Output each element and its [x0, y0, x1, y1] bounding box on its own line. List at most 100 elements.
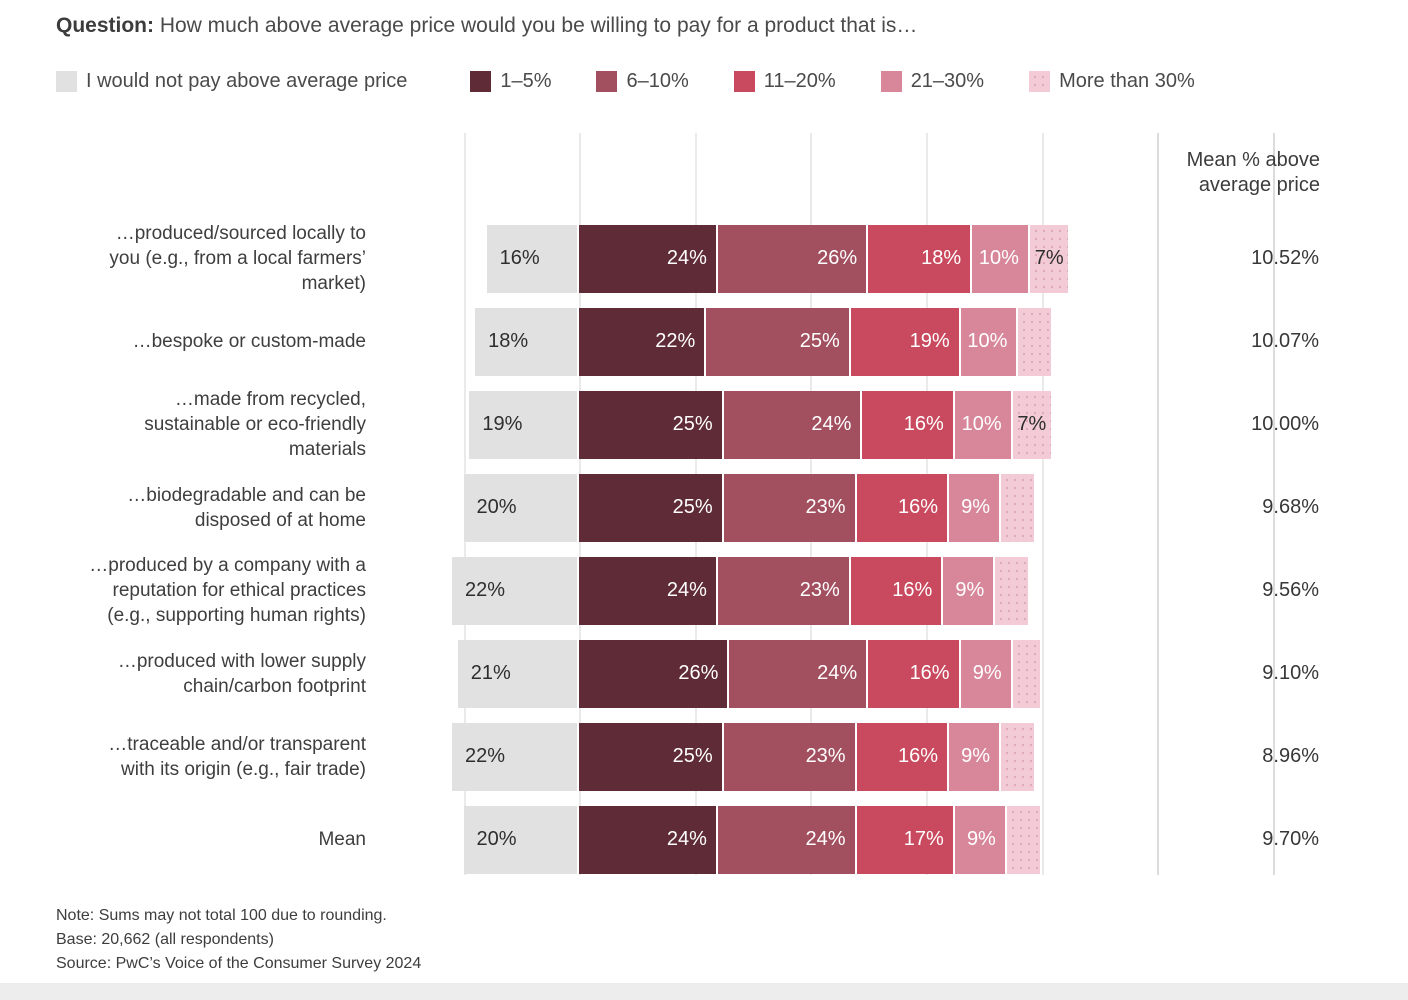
- bar: 19% 25% 24% 16% 10% 7%: [452, 390, 1157, 459]
- segment-value-label: 18%: [488, 330, 529, 352]
- segment-value-label: 20%: [476, 496, 517, 518]
- legend-item-21-30: 21–30%: [880, 70, 985, 93]
- row-label: …bespoke or custom-made: [132, 331, 366, 352]
- segment-value-label: 18%: [921, 247, 962, 269]
- segment-no-pay: 19%: [469, 390, 578, 459]
- legend-label-no-pay: I would not pay above average price: [86, 70, 408, 92]
- question-prefix: Question:: [56, 14, 154, 37]
- segment-value-label: 9%: [972, 662, 1002, 684]
- segment-11-20: 17%: [856, 805, 953, 874]
- gridline-100: [1157, 133, 1160, 875]
- legend-label-11-20: 11–20%: [763, 70, 836, 92]
- segment-21-30: 9%: [949, 473, 1000, 542]
- segment-value-label: 24%: [666, 579, 707, 601]
- segment-value-label: 16%: [499, 247, 540, 269]
- segment-value-label: 25%: [672, 745, 713, 767]
- segment-no-pay: 22%: [452, 556, 578, 625]
- segment-value-label: 7%: [1017, 413, 1047, 435]
- segment-value-label: 16%: [909, 662, 950, 684]
- segment-6-10: 24%: [723, 390, 861, 459]
- legend-label-1-5: 1–5%: [500, 70, 552, 92]
- segment-no-pay: 18%: [475, 307, 578, 376]
- segment-value-label: 23%: [805, 745, 846, 767]
- mean-value: 9.56%: [1262, 579, 1319, 601]
- segment-over-30: 7%: [1012, 390, 1052, 459]
- segment-value-label: 24%: [666, 247, 707, 269]
- bar: 20% 24% 24% 17% 9%: [452, 805, 1157, 874]
- segment-1-5: 25%: [579, 473, 722, 542]
- segment-1-5: 24%: [579, 224, 716, 293]
- legend-item-over-30: More than 30%: [1029, 70, 1195, 93]
- segment-value-label: 21%: [470, 662, 511, 684]
- table-row: Mean 20% 24% 24% 17% 9% 9.70%: [56, 798, 1352, 881]
- segment-value-label: 26%: [678, 662, 719, 684]
- legend-item-6-10: 6–10%: [596, 70, 689, 93]
- segment-value-label: 24%: [805, 828, 846, 850]
- table-row: …produced/sourced locally to you (e.g., …: [56, 217, 1352, 300]
- segment-over-30: 7%: [1029, 224, 1069, 293]
- segment-value-label: 25%: [672, 496, 713, 518]
- segment-1-5: 22%: [579, 307, 705, 376]
- table-row: …made from recycled, sustainable or eco-…: [56, 383, 1352, 466]
- mean-value: 10.00%: [1251, 413, 1319, 435]
- page-bottom-edge: [0, 983, 1408, 1000]
- mean-value: 9.70%: [1262, 828, 1319, 850]
- bar: 22% 24% 23% 16% 9%: [452, 556, 1157, 625]
- question-text: How much above average price would you b…: [154, 14, 918, 37]
- segment-6-10: 23%: [723, 722, 855, 791]
- bar: 16% 24% 26% 18% 10% 7%: [452, 224, 1157, 293]
- mean-value: 10.52%: [1251, 247, 1319, 269]
- segment-6-10: 23%: [717, 556, 849, 625]
- segment-value-label: 17%: [903, 828, 944, 850]
- row-label: …biodegradable and can be disposed of at…: [127, 484, 366, 531]
- segment-value-label: 10%: [961, 413, 1002, 435]
- segment-11-20: 16%: [850, 556, 942, 625]
- row-label: …produced by a company with a reputation…: [89, 555, 366, 626]
- segment-21-30: 10%: [972, 224, 1028, 293]
- segment-6-10: 26%: [717, 224, 867, 293]
- segment-value-label: 25%: [672, 413, 713, 435]
- segment-value-label: 22%: [465, 579, 506, 601]
- segment-over-30: [1018, 307, 1052, 376]
- bar-offset-spacer: [452, 308, 475, 376]
- segment-over-30: [1006, 805, 1040, 874]
- segment-value-label: 23%: [799, 579, 840, 601]
- segment-21-30: 10%: [954, 390, 1011, 459]
- segment-no-pay: 20%: [463, 473, 578, 542]
- bar: 22% 25% 23% 16% 9%: [452, 722, 1157, 791]
- row-label: …produced/sourced locally to you (e.g., …: [109, 223, 366, 294]
- table-row: …traceable and/or transparent with its o…: [56, 715, 1352, 798]
- legend-item-1-5: 1–5%: [470, 70, 551, 93]
- segment-1-5: 25%: [579, 722, 722, 791]
- segment-6-10: 24%: [717, 805, 855, 874]
- segment-value-label: 9%: [961, 496, 991, 518]
- segment-value-label: 26%: [817, 247, 858, 269]
- row-label: …traceable and/or transparent with its o…: [108, 733, 366, 780]
- row-label: Mean: [318, 829, 366, 850]
- bar-offset-spacer: [452, 391, 469, 459]
- mean-column-header: Mean % above average price: [1186, 149, 1320, 196]
- bar-offset-spacer: [452, 225, 487, 293]
- segment-value-label: 16%: [903, 413, 944, 435]
- mean-value: 9.10%: [1262, 662, 1319, 684]
- segment-21-30: 9%: [943, 556, 994, 625]
- segment-value-label: 9%: [961, 745, 991, 767]
- segment-value-label: 25%: [799, 330, 840, 352]
- segment-no-pay: 20%: [463, 805, 578, 874]
- segment-1-5: 24%: [579, 556, 716, 625]
- gridline-120: [1272, 133, 1275, 875]
- mean-value: 9.68%: [1262, 496, 1319, 518]
- segment-1-5: 25%: [579, 390, 722, 459]
- bar: 21% 26% 24% 16% 9%: [452, 639, 1157, 708]
- segment-value-label: 22%: [465, 745, 506, 767]
- legend-item-11-20: 11–20%: [733, 70, 836, 93]
- table-row: …produced by a company with a reputation…: [56, 549, 1352, 632]
- table-row: …bespoke or custom-made 18% 22% 25% 19% 10% 10…: [56, 300, 1352, 383]
- mean-value: 8.96%: [1262, 745, 1319, 767]
- legend-label-21-30: 21–30%: [910, 70, 985, 92]
- segment-6-10: 25%: [706, 307, 849, 376]
- legend-swatch-no-pay-icon: [56, 71, 77, 92]
- bar: 18% 22% 25% 19% 10%: [452, 307, 1157, 376]
- segment-11-20: 16%: [856, 473, 948, 542]
